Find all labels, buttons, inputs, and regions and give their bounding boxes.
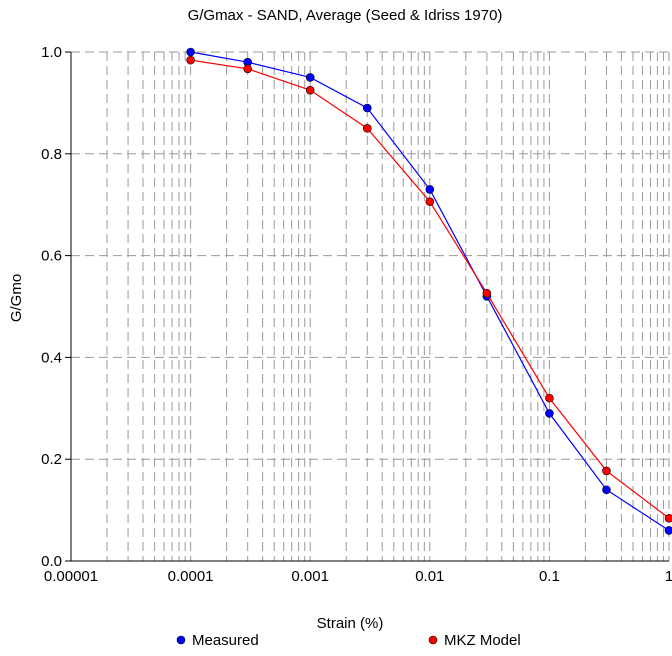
x-tick-label: 0.001 [291, 568, 329, 585]
series-mkz-model [186, 55, 672, 523]
chart-title: G/Gmax - SAND, Average (Seed & Idriss 19… [188, 7, 503, 24]
y-tick-label: 0.8 [41, 146, 62, 163]
grid [71, 51, 670, 561]
data-point [545, 393, 554, 403]
tick-labels: 0.00001 0.0001 0.001 0.01 0.1 1 0.0 0.2 0.4 0.6 0.… [41, 44, 672, 585]
series-layer [186, 47, 672, 535]
data-point [186, 47, 195, 57]
data-point [305, 85, 315, 95]
data-point [362, 103, 372, 113]
x-tick-label: 0.1 [539, 568, 560, 585]
data-point [664, 526, 672, 535]
legend-marker [176, 635, 186, 645]
x-axis-label: Strain (%) [317, 615, 384, 632]
data-point [243, 64, 252, 74]
legend-marker [428, 635, 438, 645]
y-tick-label: 1.0 [41, 44, 62, 61]
data-point [482, 288, 492, 298]
y-tick-label: 0.4 [41, 349, 62, 366]
data-point [602, 466, 611, 476]
x-tick-label: 0.0001 [168, 568, 214, 585]
legend-label: MKZ Model [444, 632, 521, 649]
x-tick-label: 0.00001 [44, 568, 98, 585]
data-point [425, 197, 435, 206]
data-point [425, 185, 435, 194]
y-tick-label: 0.2 [41, 451, 62, 468]
y-tick-label: 0.6 [41, 248, 62, 265]
y-axis-label: G/Gmo [8, 274, 25, 322]
data-point [602, 485, 611, 495]
data-point [305, 73, 315, 82]
x-tick-label: 1 [665, 568, 672, 585]
x-tick-label: 0.01 [415, 568, 444, 585]
data-point [664, 513, 672, 523]
data-point [362, 124, 372, 133]
legend: Measured MKZ Model [176, 632, 521, 649]
legend-label: Measured [192, 632, 259, 649]
data-point [545, 409, 554, 418]
y-tick-label: 0.0 [41, 553, 62, 570]
data-point [186, 55, 195, 65]
axes [65, 51, 669, 562]
